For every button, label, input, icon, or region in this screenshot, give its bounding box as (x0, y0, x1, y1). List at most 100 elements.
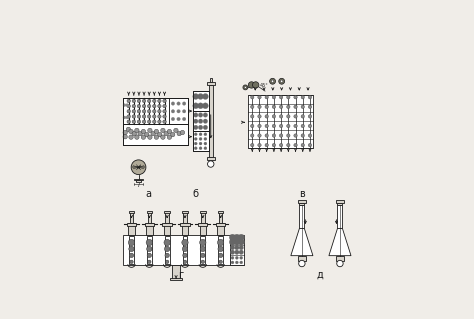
Circle shape (127, 109, 130, 113)
Circle shape (202, 93, 209, 100)
Circle shape (137, 104, 141, 108)
Circle shape (251, 105, 254, 108)
Circle shape (198, 103, 203, 109)
Circle shape (308, 134, 312, 137)
Circle shape (294, 115, 297, 118)
Circle shape (163, 104, 166, 108)
Circle shape (129, 135, 133, 139)
Circle shape (132, 115, 136, 118)
Text: д: д (317, 270, 324, 280)
Circle shape (240, 256, 243, 259)
Bar (219, 212, 222, 223)
Circle shape (127, 120, 130, 123)
Circle shape (270, 78, 275, 84)
Circle shape (165, 260, 169, 263)
Circle shape (265, 134, 268, 137)
Circle shape (199, 147, 202, 150)
Circle shape (287, 105, 290, 108)
Circle shape (194, 147, 197, 150)
Circle shape (236, 256, 238, 259)
Circle shape (294, 105, 297, 108)
Circle shape (142, 120, 146, 123)
Circle shape (158, 104, 161, 108)
Bar (145, 223, 154, 226)
Bar (182, 223, 188, 235)
Circle shape (272, 115, 275, 118)
Circle shape (142, 109, 146, 113)
Circle shape (153, 109, 156, 113)
Circle shape (126, 104, 128, 107)
Circle shape (301, 134, 304, 137)
Circle shape (279, 124, 283, 128)
Circle shape (148, 135, 152, 139)
Circle shape (301, 124, 304, 128)
Bar (129, 211, 134, 213)
Circle shape (193, 119, 198, 123)
Circle shape (194, 137, 197, 140)
Circle shape (142, 115, 146, 118)
Circle shape (200, 246, 206, 252)
Circle shape (218, 239, 224, 246)
Circle shape (132, 120, 136, 123)
Circle shape (308, 144, 312, 147)
Circle shape (126, 116, 128, 119)
Text: l: l (137, 183, 139, 188)
Circle shape (147, 115, 151, 118)
Circle shape (279, 95, 283, 99)
Circle shape (165, 253, 169, 257)
Circle shape (147, 120, 151, 123)
Circle shape (123, 130, 128, 135)
Bar (123, 124, 188, 145)
Circle shape (183, 260, 187, 263)
Circle shape (146, 246, 152, 252)
Bar (218, 236, 223, 264)
Circle shape (230, 250, 235, 255)
Circle shape (126, 127, 131, 132)
Circle shape (272, 105, 275, 108)
Bar (123, 235, 229, 265)
Text: d: d (137, 165, 140, 170)
Bar (128, 223, 135, 235)
Circle shape (238, 239, 245, 245)
Circle shape (147, 104, 151, 108)
Circle shape (147, 99, 151, 103)
Circle shape (153, 104, 156, 108)
Circle shape (130, 260, 133, 263)
Bar (218, 223, 224, 235)
Circle shape (171, 117, 175, 121)
Circle shape (294, 124, 297, 128)
Circle shape (182, 109, 186, 113)
Circle shape (301, 144, 304, 147)
Circle shape (238, 234, 245, 241)
Circle shape (164, 131, 168, 136)
Circle shape (231, 261, 234, 264)
Bar (248, 95, 313, 148)
Circle shape (258, 124, 261, 128)
Bar (123, 99, 188, 145)
Circle shape (171, 132, 175, 137)
Circle shape (251, 144, 254, 147)
Circle shape (153, 115, 156, 118)
Circle shape (204, 142, 207, 145)
Circle shape (161, 128, 165, 133)
Circle shape (231, 256, 234, 259)
Circle shape (164, 239, 170, 246)
Circle shape (287, 124, 290, 128)
Circle shape (164, 246, 170, 252)
Bar (201, 212, 205, 223)
Circle shape (163, 120, 166, 123)
Circle shape (219, 260, 222, 263)
Circle shape (258, 95, 261, 99)
Bar (163, 223, 172, 226)
Bar (164, 223, 170, 235)
Circle shape (243, 85, 248, 90)
Circle shape (234, 234, 240, 241)
Circle shape (138, 131, 142, 136)
Circle shape (287, 95, 290, 99)
Bar (127, 223, 136, 226)
Circle shape (279, 105, 283, 108)
Bar (146, 211, 152, 213)
Circle shape (137, 109, 141, 113)
Circle shape (230, 245, 235, 250)
Bar (198, 223, 208, 226)
